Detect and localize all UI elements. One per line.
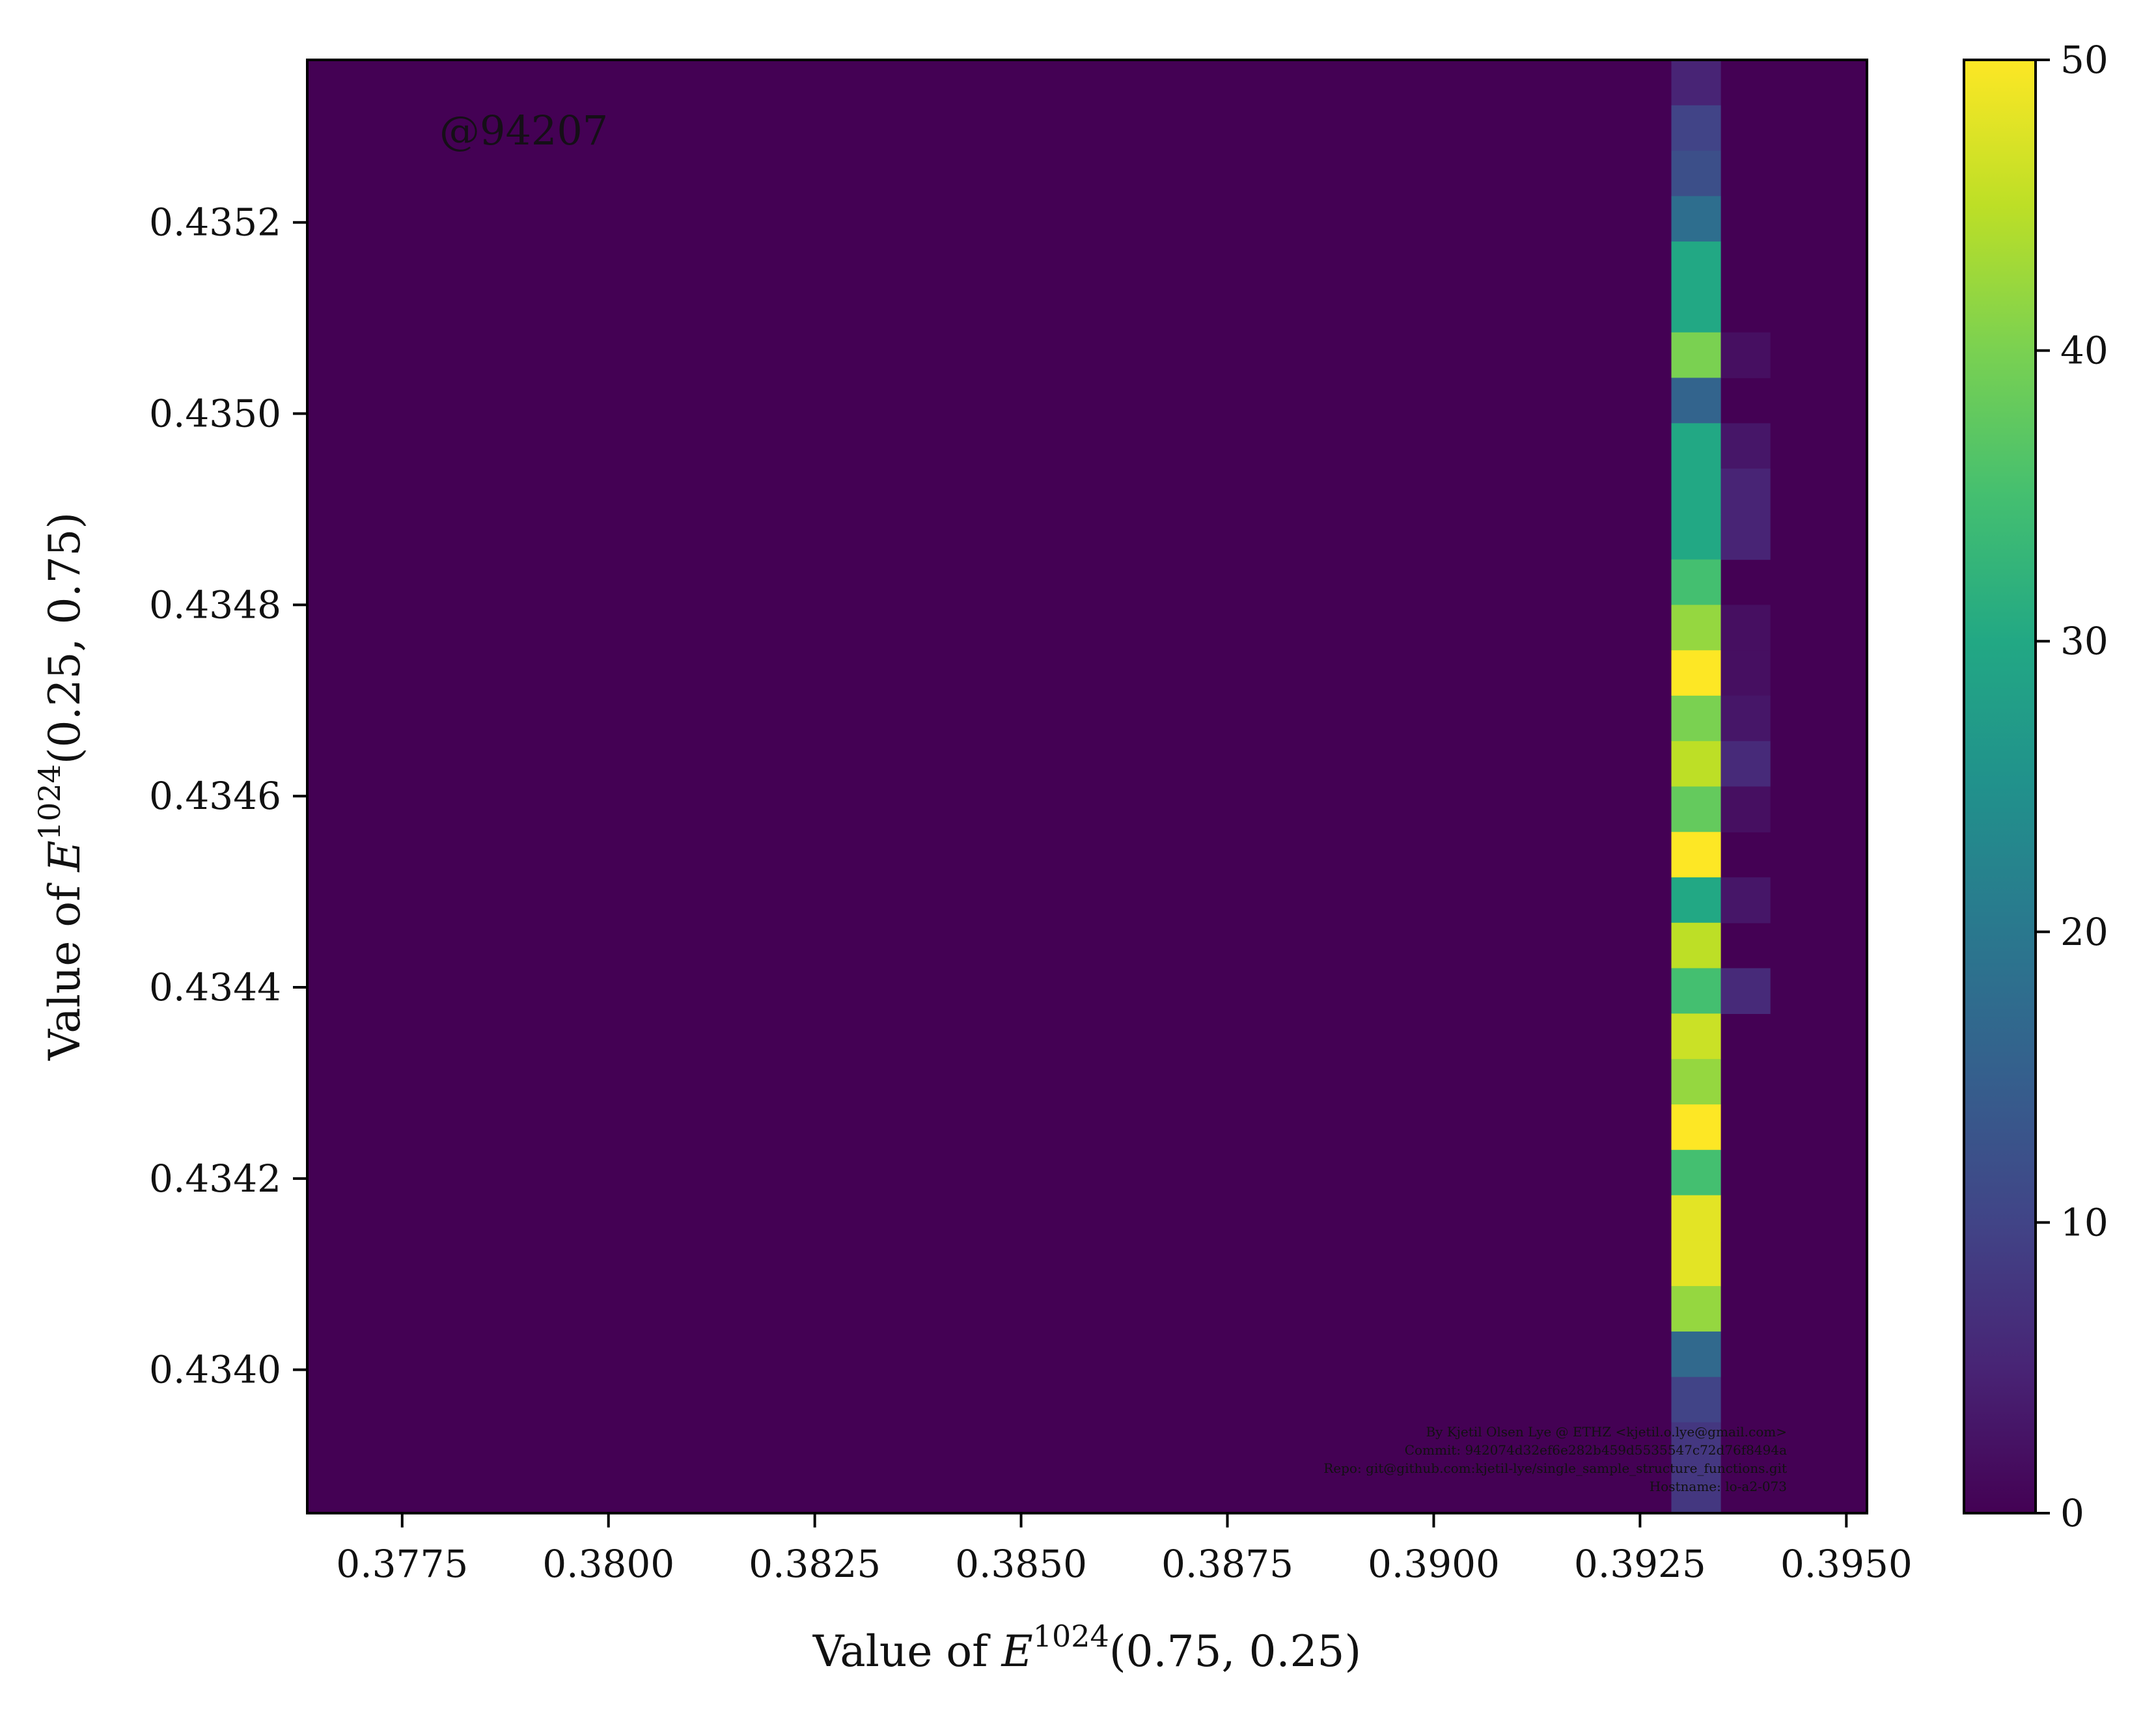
colorbar-tick-label: 50: [2060, 38, 2108, 82]
heatmap-bin: [1671, 1286, 1721, 1332]
heatmap-bin: [1671, 968, 1721, 1014]
heatmap-bin: [1671, 922, 1721, 969]
colorbar-tick-label: 20: [2060, 910, 2108, 954]
heatmap-bin: [1721, 741, 1771, 787]
plot-frame: [306, 59, 1868, 1514]
y-tick-label: 0.4346: [149, 774, 281, 818]
heatmap-bin: [1721, 968, 1771, 1014]
x-tick-label: 0.3925: [1574, 1542, 1706, 1586]
heatmap-bin: [1721, 605, 1771, 651]
heatmap-bin: [1721, 469, 1771, 515]
heatmap-bin: [1671, 332, 1721, 379]
heatmap-bin: [1721, 695, 1771, 742]
y-tick-label: 0.4350: [149, 392, 281, 436]
x-tick-label: 0.3900: [1368, 1542, 1500, 1586]
plot-area: [307, 60, 1867, 1513]
x-tick-label: 0.3800: [542, 1542, 674, 1586]
heatmap-bin: [1671, 1376, 1721, 1423]
x-axis-label-prefix: Value of: [812, 1626, 1002, 1677]
x-tick-label: 0.3875: [1161, 1542, 1293, 1586]
x-tick-label: 0.3825: [749, 1542, 881, 1586]
heatmap-bin: [1671, 1422, 1721, 1468]
heatmap-bin: [1721, 877, 1771, 924]
colorbar-tick-label: 30: [2060, 619, 2108, 663]
heatmap-bin: [1671, 377, 1721, 424]
heatmap-bin: [1671, 1240, 1721, 1287]
y-axis-ticks: 0.4340 0.4342 0.4344 0.4346 0.4348 0.4350 0.43…: [149, 200, 307, 1392]
x-axis-label-var: E: [1001, 1626, 1033, 1677]
heatmap-bin: [1671, 150, 1721, 197]
watermark: @94207: [439, 107, 608, 154]
heatmap-bin: [1671, 1149, 1721, 1196]
heatmap-bin: [1671, 786, 1721, 832]
footer-line: Commit: 942074d32ef6e282b459d5535547c72d…: [1405, 1442, 1787, 1458]
x-axis-ticks: 0.3775 0.3800 0.3825 0.3850 0.3875 0.3900 0.39…: [336, 1513, 1913, 1586]
heatmap-bin: [1721, 332, 1771, 379]
heatmap-bin: [1721, 423, 1771, 469]
y-tick-label: 0.4344: [149, 965, 281, 1009]
y-tick-label: 0.4352: [149, 200, 281, 245]
y-tick-label: 0.4348: [149, 582, 281, 627]
colorbar-tick-label: 10: [2060, 1200, 2108, 1244]
footer-line: Repo: git@github.com:kjetil-lye/single_s…: [1323, 1460, 1787, 1476]
x-tick-label: 0.3775: [336, 1542, 468, 1586]
heatmap-bin: [1671, 1468, 1721, 1514]
heatmap-bin: [1671, 650, 1721, 696]
heatmap-bin: [1671, 1013, 1721, 1060]
heatmap-bin: [1671, 877, 1721, 924]
heatmap-bin: [1671, 741, 1721, 787]
heatmap-bin: [1671, 1331, 1721, 1378]
heatmap-bin: [1671, 60, 1721, 106]
footer-credits: By Kjetil Olsen Lye @ ETHZ <kjetil.o.lye…: [1323, 1424, 1787, 1494]
heatmap-bin: [1671, 241, 1721, 288]
heatmap-bin: [1671, 196, 1721, 242]
colorbar-ticks: 0 10 20 30 40 50: [2036, 38, 2108, 1535]
y-axis-label: Value of E1024(0.25, 0.75): [32, 512, 90, 1061]
heatmap-bin: [1671, 469, 1721, 515]
x-axis-label-args: (0.75, 0.25): [1109, 1626, 1361, 1677]
heatmap-bin: [1671, 1195, 1721, 1241]
x-tick-label: 0.3850: [955, 1542, 1087, 1586]
heatmap-bin: [1671, 286, 1721, 333]
y-axis-label-var: E: [40, 840, 90, 872]
footer-line: By Kjetil Olsen Lye @ ETHZ <kjetil.o.lye…: [1426, 1424, 1787, 1440]
y-axis-label-args: (0.25, 0.75): [40, 512, 90, 764]
heatmap-bin: [1671, 423, 1721, 469]
heatmap-bin: [1671, 559, 1721, 605]
heatmap-bin: [1671, 695, 1721, 742]
x-axis-label: Value of E1024(0.75, 0.25): [812, 1619, 1361, 1677]
heatmap-bin: [1671, 832, 1721, 878]
heatmap-bin: [1671, 105, 1721, 152]
y-axis-label-sup: 1024: [32, 764, 67, 840]
heatmap-bin: [1721, 786, 1771, 832]
y-tick-label: 0.4342: [149, 1157, 281, 1201]
y-axis-label-prefix: Value of: [40, 871, 90, 1061]
colorbar-tick-label: 40: [2060, 329, 2108, 373]
colorbar: [1963, 59, 2037, 1514]
colorbar-tick-label: 0: [2060, 1491, 2084, 1535]
heatmap-bin: [1671, 605, 1721, 651]
heatmap-bin: [1671, 1059, 1721, 1105]
x-axis-label-sup: 1024: [1033, 1619, 1109, 1654]
footer-line: Hostname: lo-a2-073: [1650, 1479, 1787, 1494]
heatmap-bin: [1671, 1104, 1721, 1151]
histogram-bins: [1671, 60, 1771, 1514]
y-tick-label: 0.4340: [149, 1348, 281, 1392]
heatmap-bin: [1721, 513, 1771, 560]
heatmap-bin: [1721, 650, 1771, 696]
x-tick-label: 0.3950: [1780, 1542, 1913, 1586]
heatmap-bin: [1671, 513, 1721, 560]
